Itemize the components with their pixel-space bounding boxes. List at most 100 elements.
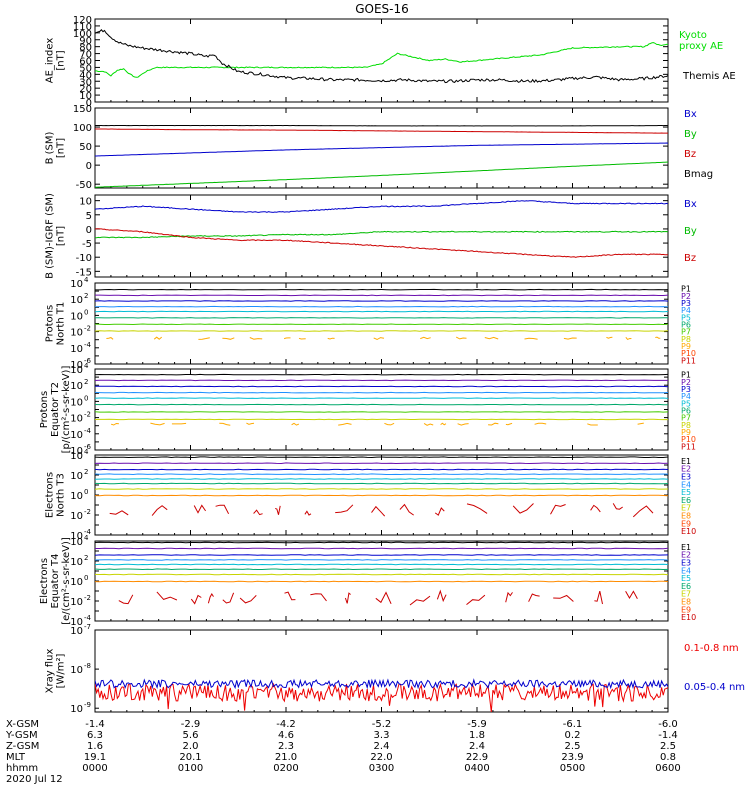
y-tick-label: 10 xyxy=(70,295,83,306)
channel-line-p9 xyxy=(457,423,469,426)
channel-line-p9 xyxy=(534,422,547,425)
channel-line-e10 xyxy=(375,591,392,605)
y-tick-exponent: 0 xyxy=(84,394,88,402)
x-axis-value: 0100 xyxy=(178,763,203,774)
legend-by: By xyxy=(684,129,697,140)
channel-legend-p5: P5 xyxy=(681,399,691,408)
y-axis-label: North T3 xyxy=(56,473,67,517)
y-axis-label: [e/(cm²-s-sr-keV)] xyxy=(61,537,72,625)
y-axis-label: Xray flux xyxy=(45,649,56,694)
series-line-bmag xyxy=(95,124,668,127)
x-axis-value: 2.4 xyxy=(374,741,390,752)
channel-line-e10 xyxy=(512,503,534,514)
x-axis-value: -5.9 xyxy=(467,719,487,730)
x-axis-value: 0.2 xyxy=(565,730,581,741)
channel-line-e10 xyxy=(156,591,178,601)
channel-line-p9 xyxy=(505,422,513,426)
legend-0-1-0-8-nm: 0.1-0.8 nm xyxy=(684,643,739,654)
y-axis-label: Electrons xyxy=(45,472,56,518)
x-axis-value: 4.6 xyxy=(278,730,294,741)
channel-legend-p1: P1 xyxy=(681,371,691,380)
y-tick-label: 10 xyxy=(70,344,83,355)
channel-line-p9 xyxy=(249,337,263,340)
channel-line-p9 xyxy=(488,422,499,426)
channel-line-e6 xyxy=(95,568,668,571)
channel-line-p4 xyxy=(95,305,668,308)
channel-line-e2 xyxy=(95,547,668,550)
y-tick-label: 0 xyxy=(86,161,92,172)
x-axis-value: 2.3 xyxy=(278,741,294,752)
x-axis-value: 0.8 xyxy=(660,752,676,763)
y-tick-exponent: -7 xyxy=(84,623,91,631)
y-tick-exponent: 0 xyxy=(84,574,88,582)
series-line-0-05-0-4-nm xyxy=(95,678,668,690)
x-axis-value: 6.3 xyxy=(87,730,103,741)
channel-line-e10 xyxy=(505,591,513,603)
x-axis-value: 0200 xyxy=(273,763,298,774)
channel-line-p9 xyxy=(222,337,235,340)
channel-line-e10 xyxy=(399,503,414,516)
series-line-themis-ae xyxy=(95,29,668,84)
x-axis-value: -1.4 xyxy=(85,719,105,730)
y-tick-label: -50 xyxy=(76,180,92,191)
channel-line-p9 xyxy=(655,336,661,339)
y-tick-label: 10 xyxy=(70,471,83,482)
channel-legend-p10: P10 xyxy=(681,435,696,444)
y-tick-label: 30 xyxy=(79,77,92,88)
channel-legend-e8: E8 xyxy=(681,598,691,607)
channel-legend-e7: E7 xyxy=(681,590,691,599)
y-tick-label: 20 xyxy=(79,84,92,95)
channel-legend-p9: P9 xyxy=(681,342,691,351)
channel-legend-p7: P7 xyxy=(681,414,691,423)
x-axis-value: 1.8 xyxy=(469,730,485,741)
y-tick-label: 10 xyxy=(79,197,92,208)
channel-line-e10 xyxy=(151,505,168,516)
y-tick-label: 120 xyxy=(73,15,92,26)
channel-legend-p11: P11 xyxy=(681,442,696,451)
channel-legend-e6: E6 xyxy=(681,582,691,591)
channel-line-e6 xyxy=(95,482,668,485)
channel-line-e10 xyxy=(344,592,351,604)
panel-b_minus_igrf: -15 -10 -5 0 5 10 B (SM)-IGRF (SM) [nT] Bx By Bz xyxy=(45,193,697,279)
data-area xyxy=(95,288,668,341)
legend-bmag: Bmag xyxy=(684,169,713,180)
y-tick-exponent: -2 xyxy=(84,325,91,333)
channel-line-e10 xyxy=(239,595,257,604)
y-axis-label: [nT] xyxy=(56,226,67,246)
channel-line-p3 xyxy=(95,385,668,388)
channel-line-p1 xyxy=(95,373,668,376)
x-axis-table: X-GSM -1.4 -2.9 -4.2 -5.2 -5.9 -6.1 -6.0 Y-GSM 6.… xyxy=(5,719,681,785)
y-tick-label: 10 xyxy=(70,430,83,441)
legend-0-05-0-4-nm: 0.05-0.4 nm xyxy=(684,682,745,693)
channel-legend-p3: P3 xyxy=(681,385,691,394)
channel-legend-e10: E10 xyxy=(681,527,696,536)
channel-legend-e10: E10 xyxy=(681,613,696,622)
y-tick-label: 110 xyxy=(73,22,92,33)
y-axis-label: B (SM) xyxy=(45,131,56,164)
x-axis-row-label: Z-GSM xyxy=(6,741,39,752)
y-tick-label: 40 xyxy=(79,70,92,81)
y-tick-label: 10 xyxy=(70,397,83,408)
channel-line-p9 xyxy=(440,422,447,426)
y-tick-exponent: -4 xyxy=(84,341,92,349)
y-tick-label: 10 xyxy=(70,360,83,371)
channel-legend-p10: P10 xyxy=(681,349,696,358)
y-axis-label: [W/m²] xyxy=(56,653,67,688)
channel-line-e8 xyxy=(95,580,668,583)
channel-legend-e5: E5 xyxy=(681,574,691,583)
panel-frame xyxy=(94,18,669,103)
channel-line-p6 xyxy=(95,317,668,319)
channel-legend-e1: E1 xyxy=(681,543,691,552)
channel-line-e7 xyxy=(95,573,668,576)
data-area xyxy=(95,541,668,606)
channel-line-e10 xyxy=(466,503,488,514)
y-tick-label: 5 xyxy=(86,211,92,222)
y-tick-label: 10 xyxy=(70,557,83,568)
y-tick-exponent: -8 xyxy=(84,662,91,670)
channel-line-e4 xyxy=(95,559,668,561)
channel-line-e10 xyxy=(625,590,638,599)
y-tick-label: 10 xyxy=(70,328,83,339)
x-axis-value: 19.1 xyxy=(84,752,106,763)
